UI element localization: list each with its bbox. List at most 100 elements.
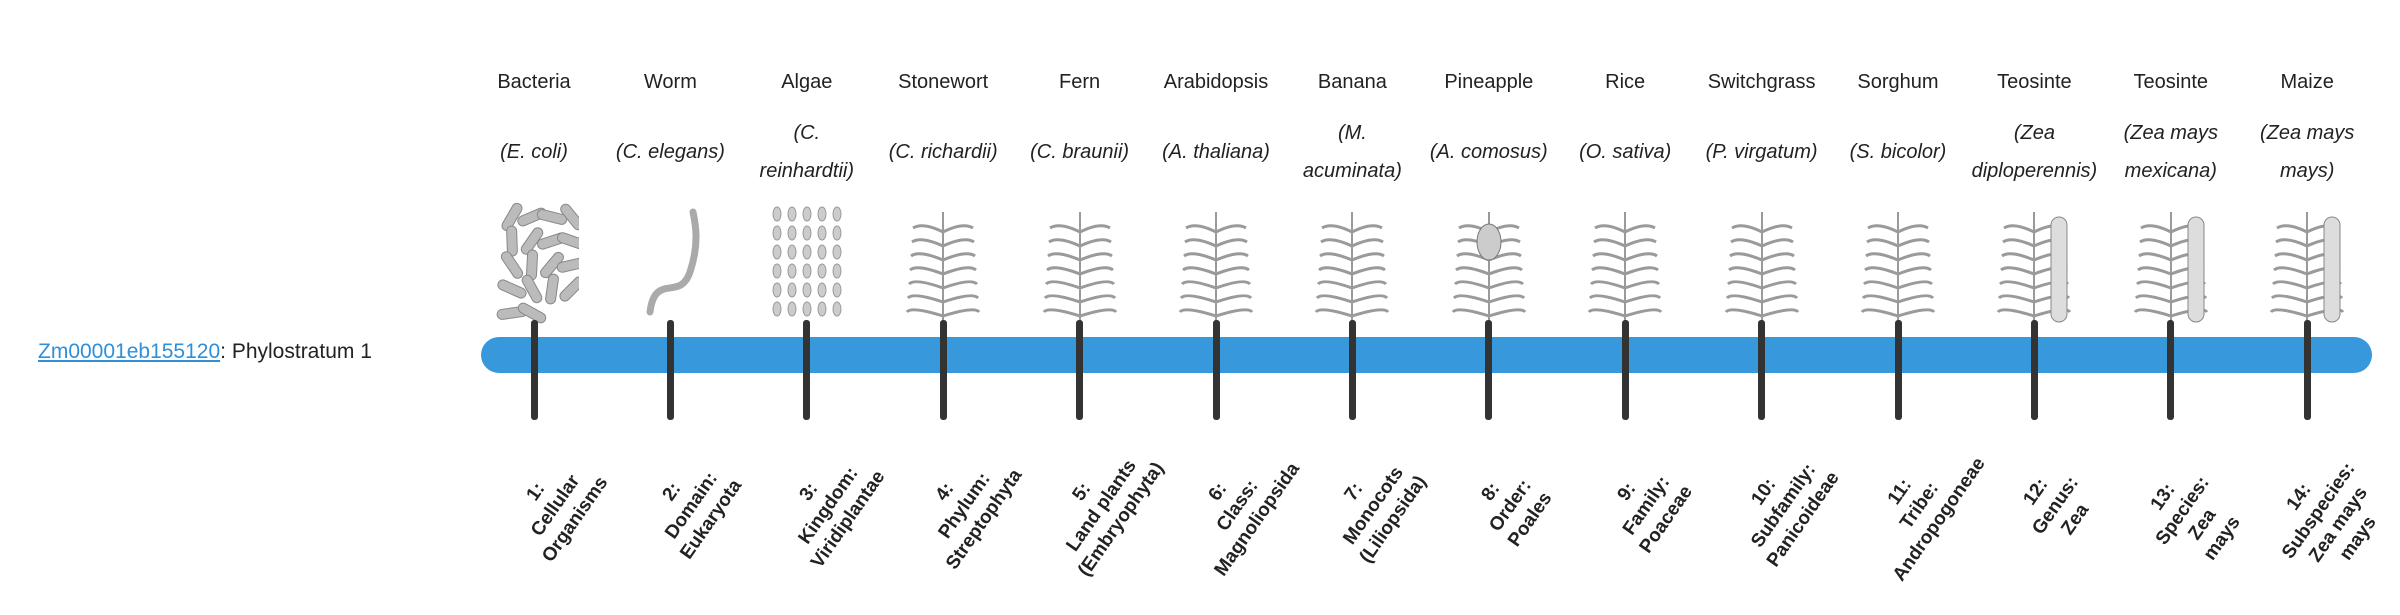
organism-species-name: (C. richardii) [875,102,1011,202]
organism-species-name: (P. virgatum) [1694,102,1830,202]
stratum-tick [1076,320,1084,420]
stratum-tick [1348,320,1356,420]
gene-row-label: Zm00001eb155120: Phylostratum 1 [38,340,372,364]
stratum-tick [2167,320,2175,420]
species-text: (C. reinhardtii) [759,122,855,182]
species-text: (C. elegans) [615,141,725,163]
stratum-organism: Maize (Zea mays mays) [2239,62,2375,327]
organism-species-name: (C. braunii) [1012,102,1148,202]
worm-icon [646,208,700,316]
stratum-tick [1212,320,1220,420]
species-text: (Zea mays mexicana) [2123,122,2219,182]
species-text: (A. comosus) [1429,141,1548,163]
phylostratum-bar [481,337,2372,373]
organism-common-name: Sorghum [1857,71,1939,93]
stratum-organism: Switchgrass (P. virgatum) [1694,62,1830,327]
stratum-label: 9: Family: Poaceae [1569,416,1725,597]
organism-species-name: (C. reinhardtii) [739,102,875,202]
organism-common-name: Arabidopsis [1163,71,1269,93]
organism-common-name: Maize [2280,71,2334,93]
stratum-organism: Arabidopsis (A. thaliana) [1148,62,1284,327]
switchgrass-icon [1724,212,1799,322]
species-text: (P. virgatum) [1705,141,1818,163]
stratum-label: 10: Subfamily: Panicoideae [1705,416,1861,597]
stratum-label: 1: Cellular Organisms [478,416,634,597]
pineapple-icon [1451,212,1527,322]
stratum-organism: Bacteria (E. coli) [466,62,602,327]
bacteria-icon [496,202,579,324]
organism-common-name: Rice [1605,71,1646,93]
organism-common-name: Teosinte [2133,71,2209,93]
stratum-tick [2303,320,2311,420]
organism-species-name: (S. bicolor) [1830,102,1966,202]
stratum-tick [1894,320,1902,420]
stratum-tick [939,320,947,420]
species-text: (Zea mays mays) [2259,122,2355,182]
stratum-tick [666,320,674,420]
stratum-label: 2: Domain: Eukaryota [614,416,770,597]
phylostratum-text: : Phylostratum 1 [220,340,372,363]
teosinte-icon [2133,212,2209,323]
stratum-tick [1485,320,1493,420]
sorghum-icon [1860,212,1936,322]
species-text: (O. sativa) [1579,141,1672,163]
stratum-label: 6: Class: Magnoliopsida [1160,416,1316,597]
stonewort-icon [905,212,981,322]
species-text: (A. thaliana) [1162,141,1270,163]
stratum-tick [2030,320,2038,420]
stratum-organism: Sorghum (S. bicolor) [1830,62,1966,327]
species-text: (M. acuminata) [1302,122,1402,182]
organism-species-name: (C. elegans) [602,102,738,202]
organism-species-name: (Zea diploperennis) [1966,102,2102,202]
stratum-organism: Pineapple (A. comosus) [1421,62,1557,327]
organism-common-name: Worm [643,71,697,93]
stratum-label: 8: Order: Poales [1433,416,1589,597]
stratum-tick [1621,320,1629,420]
organism-common-name: Algae [781,71,833,93]
stratum-organism: Teosinte (Zea diploperennis) [1966,62,2102,327]
organism-common-name: Banana [1317,71,1387,93]
stratum-tick [530,320,538,420]
organism-common-name: Switchgrass [1707,71,1816,93]
stratum-label: 11: Tribe: Andropogoneae [1842,416,1998,597]
banana-icon [1315,212,1390,322]
stratum-tick [803,320,811,420]
stratum-label: 12: Genus: Zea [1978,416,2134,597]
organism-common-name: Teosinte [1997,71,2072,93]
stratum-organism: Rice (O. sativa) [1557,62,1693,327]
maize-icon [2269,212,2345,323]
stratum-organism: Fern (C. braunii) [1012,62,1148,327]
stratum-label: 4: Phylum: Streptophyta [887,416,1043,597]
species-text: (C. braunii) [1030,141,1130,163]
stratum-organism: Worm (C. elegans) [602,62,738,327]
stratum-label: 13: Species: Zea mays [2105,421,2281,615]
stratum-label: 5: Land plants (Embryophyta) [1023,416,1179,597]
species-text: (E. coli) [500,141,568,163]
species-text: (S. bicolor) [1849,141,1947,163]
stratum-label: 3: Kingdom: Viridiplantae [751,416,907,597]
species-text: (Zea diploperennis) [1971,122,2098,182]
arabidopsis-icon [1178,212,1254,322]
organism-species-name: (E. coli) [466,102,602,202]
stratum-organism: Banana (M. acuminata) [1284,62,1420,327]
organism-common-name: Stonewort [898,71,989,93]
stratum-organism: Algae (C. reinhardtii) [739,62,875,327]
gene-link[interactable]: Zm00001eb155120 [38,340,221,363]
algae-icon [772,206,842,317]
organism-common-name: Pineapple [1444,71,1534,93]
fern-icon [1042,212,1117,322]
stratum-organism: Stonewort (C. richardii) [875,62,1011,327]
organism-species-name: (A. comosus) [1421,102,1557,202]
stratum-organism: Teosinte (Zea mays mexicana) [2103,62,2239,327]
organism-species-name: (A. thaliana) [1148,102,1284,202]
organism-species-name: (M. acuminata) [1284,102,1420,202]
organism-common-name: Bacteria [497,71,571,93]
stratum-tick [1758,320,1766,420]
organism-common-name: Fern [1059,71,1101,93]
stratum-label: 7: Monocots (Liliopsida) [1296,416,1452,597]
organism-species-name: (O. sativa) [1557,102,1693,202]
organism-species-name: (Zea mays mexicana) [2103,102,2239,202]
rice-icon [1587,212,1663,322]
species-text: (C. richardii) [888,141,998,163]
teosinte-icon [1997,212,2072,323]
